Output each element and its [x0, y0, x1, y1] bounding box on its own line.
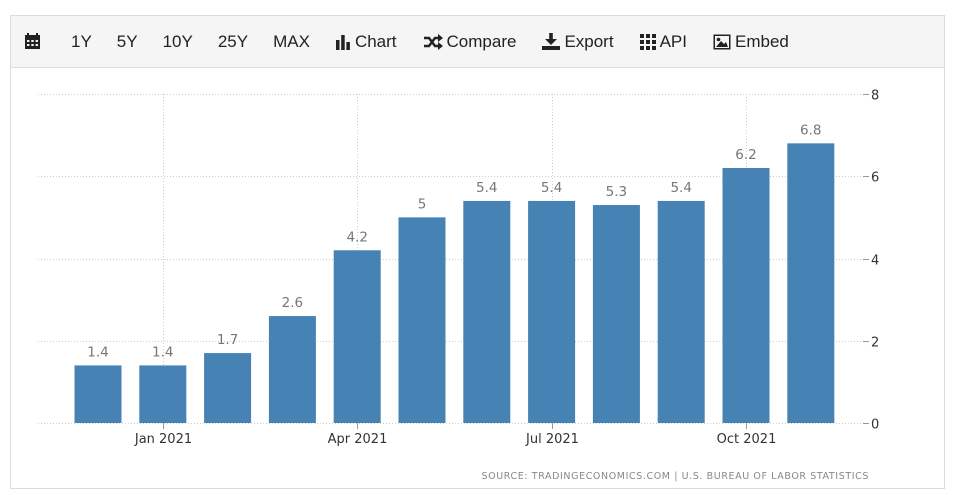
calendar-button[interactable] — [24, 33, 45, 50]
range-5y-button[interactable]: 5Y — [116, 31, 138, 51]
calendar-icon — [24, 33, 41, 50]
api-label: API — [659, 31, 687, 51]
data-label: 1.7 — [217, 332, 238, 348]
x-tick-label: Apr 2021 — [328, 432, 388, 447]
range-10y-button[interactable]: 10Y — [162, 31, 193, 51]
data-label: 1.4 — [87, 344, 108, 360]
x-tick-label: Oct 2021 — [717, 432, 777, 447]
y-tick-label: 8 — [871, 89, 879, 104]
compare-label: Compare — [446, 31, 517, 51]
x-tick-label: Jul 2021 — [525, 432, 579, 447]
bar — [268, 316, 316, 423]
bar — [139, 365, 187, 423]
range-25y-button[interactable]: 25Y — [217, 31, 249, 51]
data-label: 6.2 — [735, 147, 756, 163]
data-label: 5.4 — [476, 180, 497, 196]
data-labels: 1.4 1.4 1.7 2.6 4.2 5 5.4 5.4 5.3 5.4 6.2 6.8 — [87, 122, 821, 360]
api-button[interactable]: API — [639, 31, 687, 52]
chart-type-label: Chart — [354, 31, 397, 51]
data-label: 6.8 — [800, 122, 821, 138]
data-label: 1.4 — [152, 344, 173, 360]
bar-chart-icon — [335, 34, 351, 50]
embed-button[interactable]: Embed — [713, 32, 789, 52]
bar — [204, 353, 252, 423]
bar — [74, 365, 122, 423]
y-tick-label: 2 — [871, 336, 879, 351]
image-icon — [713, 34, 731, 50]
range-1y-button[interactable]: 1Y — [71, 31, 92, 51]
bars — [74, 143, 835, 423]
x-tick-label: Jan 2021 — [134, 432, 192, 447]
bar-chart: 1.4 1.4 1.7 2.6 4.2 5 5.4 5.4 5.3 5.4 6.2 6.8 0 2 4 6 8… — [38, 89, 879, 482]
bar — [657, 200, 705, 423]
bar — [528, 200, 576, 423]
y-tick-label: 4 — [871, 254, 879, 269]
data-label: 5.4 — [670, 180, 691, 196]
bar — [333, 250, 381, 423]
shuffle-icon — [423, 33, 443, 50]
embed-label: Embed — [734, 31, 789, 51]
data-label: 2.6 — [282, 295, 303, 311]
range-max-button[interactable]: MAX — [273, 31, 310, 51]
bar — [787, 143, 835, 423]
compare-button[interactable]: Compare — [423, 31, 517, 52]
chart-frame: 1Y 5Y 10Y 25Y MAX Chart Compare Export — [10, 15, 945, 489]
bar — [463, 200, 511, 423]
bar — [398, 217, 446, 423]
data-label: 5.4 — [541, 180, 562, 196]
chart-type-button[interactable]: Chart — [335, 32, 397, 52]
axes: 0 2 4 6 8 Jan 2021 Apr 2021 Jul 2021 Oct 2021 — [134, 89, 879, 448]
data-label: 5.3 — [606, 184, 627, 200]
export-label: Export — [564, 31, 614, 51]
export-button[interactable]: Export — [542, 31, 614, 52]
data-label: 5 — [418, 196, 427, 212]
y-tick-label: 0 — [871, 418, 879, 433]
source-note: SOURCE: TRADINGECONOMICS.COM | U.S. BURE… — [482, 471, 869, 482]
y-tick-label: 6 — [871, 171, 879, 186]
data-label: 4.2 — [346, 229, 367, 245]
bar — [722, 168, 770, 423]
bar — [592, 205, 640, 423]
download-icon — [542, 33, 561, 50]
toolbar: 1Y 5Y 10Y 25Y MAX Chart Compare Export — [11, 16, 944, 68]
grid-icon — [639, 33, 656, 50]
